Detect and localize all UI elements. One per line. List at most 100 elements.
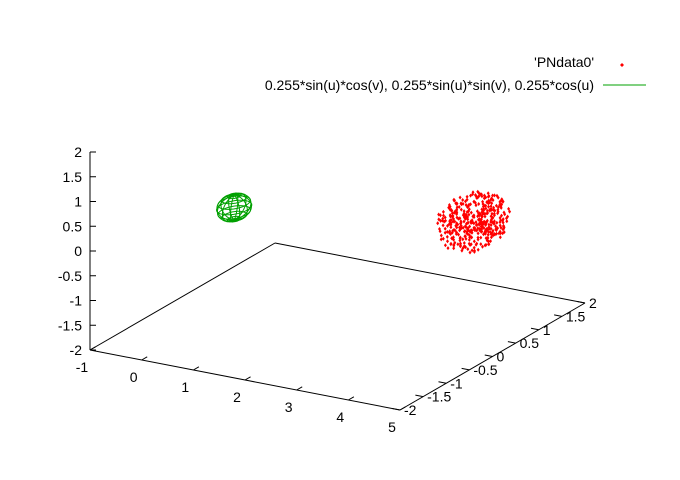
x-tick: [141, 356, 148, 361]
plot-box: [89, 152, 586, 411]
data-point: [452, 243, 456, 248]
data-point: [465, 194, 469, 199]
data-point: [462, 219, 466, 224]
sphere-longitude-line: [216, 194, 235, 221]
data-point: [485, 208, 489, 213]
data-point: [476, 231, 480, 236]
data-point: [483, 214, 487, 219]
data-point: [491, 215, 495, 220]
data-point: [483, 231, 487, 236]
y-tick-label: -1: [450, 375, 463, 391]
data-point: [474, 223, 478, 227]
data-point: [439, 233, 443, 238]
sphere-longitude-line: [228, 193, 235, 221]
data-point: [498, 235, 502, 240]
data-point: [440, 218, 444, 223]
data-point: [487, 222, 491, 227]
data-point: [454, 223, 458, 228]
data-point: [481, 244, 484, 249]
data-point: [439, 237, 443, 242]
data-point: [460, 248, 464, 253]
data-point: [458, 244, 462, 249]
data-point: [486, 229, 490, 234]
data-point: [477, 217, 480, 222]
data-point: [506, 214, 510, 219]
data-point: [494, 203, 498, 208]
y-tick: [507, 341, 516, 344]
data-point: [497, 231, 501, 236]
data-point: [452, 197, 456, 202]
data-point: [502, 230, 506, 235]
data-point: [492, 211, 496, 216]
y-tick: [554, 314, 562, 317]
data-point: [499, 231, 503, 236]
data-point: [498, 220, 502, 225]
data-point: [494, 228, 498, 233]
sphere-longitude-line: [233, 192, 239, 221]
data-point: [474, 203, 478, 208]
data-point: [457, 205, 461, 209]
data-point: [484, 227, 488, 232]
data-point: [469, 202, 472, 207]
data-point: [461, 198, 465, 202]
data-point: [442, 213, 445, 218]
data-point: [500, 213, 503, 218]
data-point: [455, 205, 459, 210]
z-tick-label: -1: [70, 293, 83, 309]
data-point: [479, 217, 483, 222]
data-point: [491, 220, 495, 225]
data-point: [478, 220, 482, 225]
data-point: [438, 227, 441, 231]
data-point: [480, 220, 484, 225]
y-tick-label: 0: [497, 349, 505, 365]
data-point: [486, 232, 490, 237]
data-point: [505, 219, 509, 224]
sphere-longitude-line: [234, 194, 248, 221]
legend-label-pndata0: 'PNdata0': [534, 54, 594, 70]
data-point: [495, 220, 499, 225]
data-point: [475, 241, 479, 246]
data-point: [467, 209, 470, 214]
y-tick-label: -0.5: [473, 362, 497, 378]
data-point: [470, 235, 474, 240]
y-tick-label: 0.5: [520, 335, 540, 351]
data-point: [445, 234, 449, 239]
data-point: [473, 226, 477, 230]
data-point: [461, 201, 465, 206]
data-point: [496, 209, 500, 214]
data-point: [437, 212, 441, 217]
sphere-longitude-line: [233, 194, 241, 222]
data-point: [482, 211, 486, 216]
z-tick-label: 0: [74, 243, 82, 259]
data-point: [471, 214, 475, 219]
data-point: [455, 230, 459, 235]
data-point: [469, 210, 473, 215]
data-point: [448, 229, 452, 234]
y-tick-label: -1.5: [427, 389, 451, 405]
data-point: [448, 213, 452, 218]
data-point: [466, 220, 470, 225]
data-point: [488, 208, 492, 213]
data-point: [447, 205, 451, 210]
data-point: [443, 226, 447, 231]
data-point: [465, 214, 469, 219]
x-tick-label: 4: [336, 409, 344, 425]
z-tick-label: -0.5: [58, 268, 82, 284]
data-point: [498, 203, 502, 207]
sphere-longitude-line: [220, 194, 235, 221]
data-point: [472, 245, 476, 250]
data-point: [462, 229, 466, 234]
y-tick: [392, 408, 401, 411]
point-cloud-pndata0: [436, 189, 512, 255]
z-tick-label: 2: [74, 144, 82, 160]
data-point: [467, 237, 471, 242]
data-point: [462, 241, 466, 245]
y-tick-label: 2: [589, 295, 597, 311]
data-point: [477, 194, 481, 199]
data-point: [446, 239, 449, 244]
data-point: [489, 204, 493, 209]
data-point: [501, 227, 505, 232]
data-point: [443, 215, 447, 220]
data-point: [450, 208, 454, 213]
data-point: [478, 228, 482, 233]
